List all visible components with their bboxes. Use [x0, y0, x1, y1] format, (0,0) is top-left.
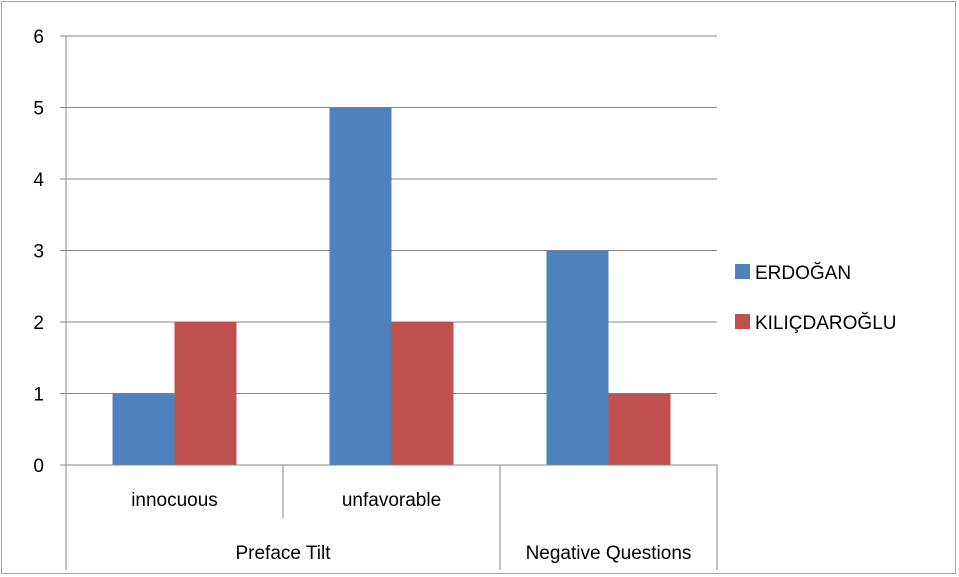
bar-kilicdaroglu-2	[608, 393, 671, 465]
y-tick-label: 5	[33, 99, 44, 120]
x-group-label: Negative Questions	[526, 543, 692, 564]
y-tick-label: 4	[33, 170, 44, 191]
y-tick-label: 6	[33, 27, 44, 48]
legend-swatch	[735, 314, 750, 329]
axes	[60, 36, 718, 570]
bar-erdogan-1	[329, 107, 392, 465]
bar-kilicdaroglu-0	[174, 322, 237, 465]
legend: ERDOĞAN KILIÇDAROĞLU	[735, 262, 896, 334]
y-tick-label: 2	[33, 313, 44, 334]
y-tick-label: 0	[33, 456, 44, 477]
bar-erdogan-0	[112, 393, 175, 465]
legend-label: KILIÇDAROĞLU	[755, 312, 896, 334]
x-category-label: innocuous	[131, 490, 218, 511]
y-tick-label: 3	[33, 242, 44, 263]
x-group-label: Preface Tilt	[235, 543, 331, 564]
axis-labels: 0 1 2 3 4 5 6 innocuous unfavorable Preface Tilt N…	[33, 27, 691, 564]
bars	[112, 107, 671, 465]
bar-kilicdaroglu-1	[391, 322, 454, 465]
y-tick-label: 1	[33, 385, 44, 406]
legend-label: ERDOĞAN	[755, 262, 851, 284]
legend-swatch	[735, 264, 750, 279]
bar-erdogan-2	[546, 250, 609, 465]
x-category-label: unfavorable	[342, 490, 441, 511]
